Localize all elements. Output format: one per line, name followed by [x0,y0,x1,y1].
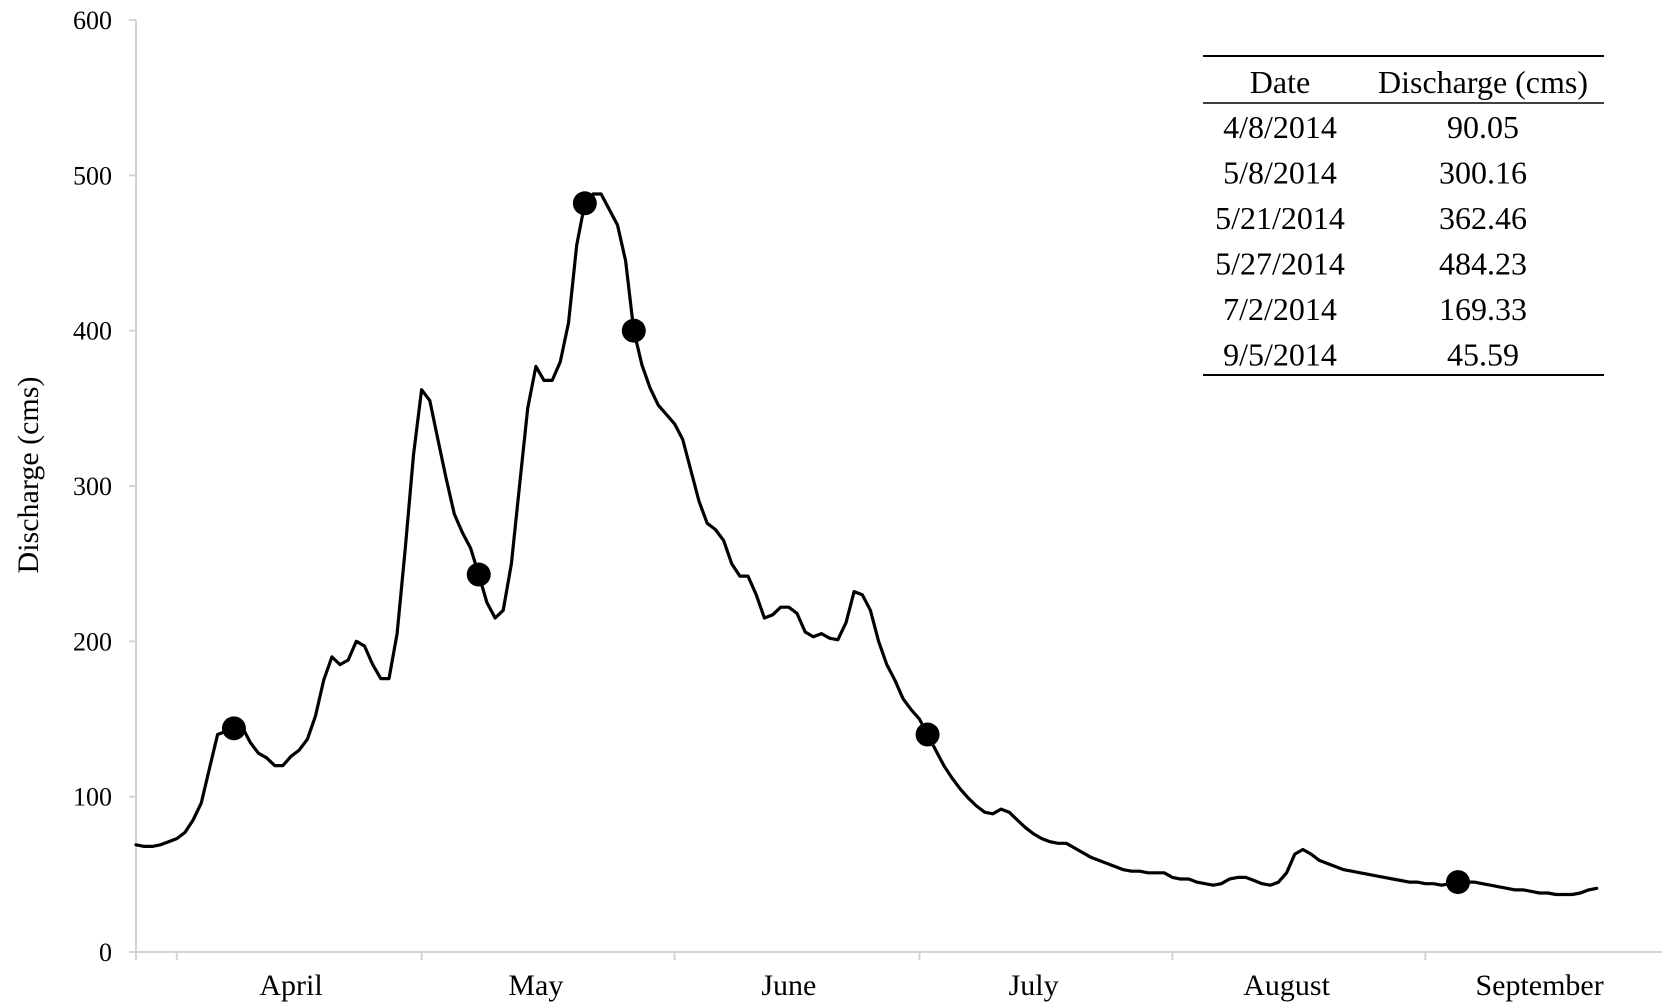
sample-point-marker [621,318,646,343]
series-layer [134,192,1599,897]
y-tick-label: 100 [73,783,112,812]
table-header-date: Date [1250,64,1310,100]
table-cell-discharge: 484.23 [1439,246,1527,282]
sample-markers [221,191,1470,895]
sample-point-marker [221,716,246,741]
x-tick-label: April [259,969,322,1002]
table-cell-date: 7/2/2014 [1223,291,1337,327]
x-tick-label: June [761,969,816,1002]
x-tick-label: September [1475,969,1603,1002]
x-tick-label: August [1243,969,1330,1002]
y-tick-label: 300 [73,472,112,501]
discharge-table: Date Discharge (cms) 4/8/2014 90.05 5/8/2014… [1203,55,1604,376]
y-axis-ticks: 0 100 200 300 400 500 600 [73,6,136,967]
y-tick-label: 600 [73,6,112,35]
y-tick-label: 400 [73,317,112,346]
sample-point-marker [1445,870,1470,895]
y-tick-label: 0 [99,938,112,967]
axes [135,20,1662,953]
y-axis-title: Discharge (cms) [12,377,45,574]
discharge-line [134,192,1599,897]
table-cell-discharge: 169.33 [1439,291,1527,327]
table-cell-date: 5/21/2014 [1215,200,1345,236]
sample-point-marker [466,562,491,587]
table-header-discharge: Discharge (cms) [1378,64,1588,100]
table-cell-date: 5/8/2014 [1223,155,1337,191]
x-tick-label: July [1009,969,1059,1002]
table-cell-discharge: 45.59 [1447,337,1519,373]
sample-point-marker [572,191,597,216]
table-cell-date: 9/5/2014 [1223,337,1337,373]
table-cell-date: 5/27/2014 [1215,246,1345,282]
table-cell-date: 4/8/2014 [1223,109,1337,145]
table-cell-discharge: 300.16 [1439,155,1527,191]
y-tick-label: 200 [73,627,112,656]
x-axis-ticks: April May June July August September [135,952,1604,1002]
sample-point-marker [915,722,940,747]
table-cell-discharge: 362.46 [1439,200,1527,236]
x-tick-label: May [508,969,563,1002]
y-tick-label: 500 [73,161,112,190]
table-cell-discharge: 90.05 [1447,109,1519,145]
